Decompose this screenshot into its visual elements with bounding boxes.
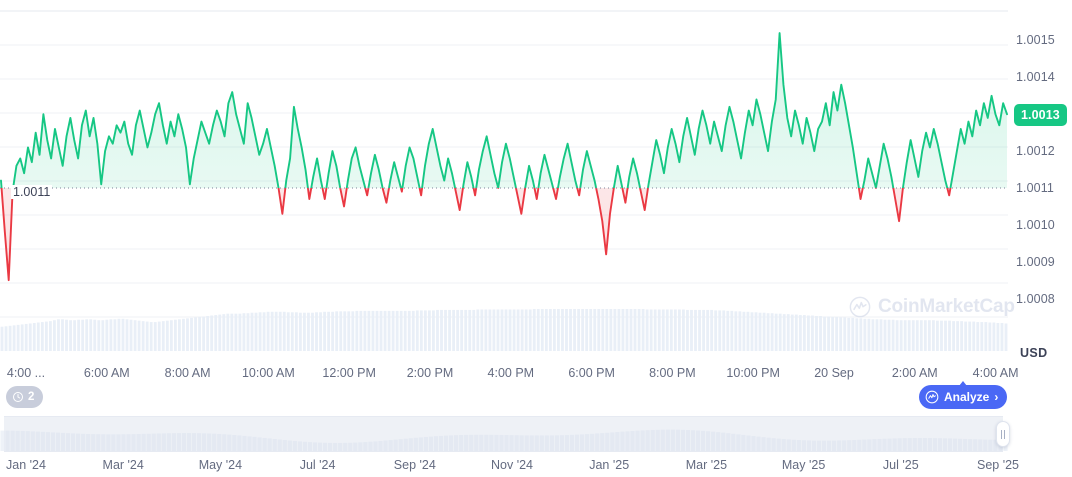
navigator-tick-label: Jan '25 xyxy=(589,458,630,472)
navigator-selected-range[interactable] xyxy=(4,416,1003,452)
handle-grip-line xyxy=(1001,429,1002,439)
navigator-right-handle[interactable] xyxy=(996,421,1010,447)
navigator-tick-label: Mar '24 xyxy=(102,458,144,472)
x-axis-tick-label: 4:00 AM xyxy=(972,366,1019,380)
x-axis-tick-label: 4:00 ... xyxy=(6,366,46,380)
y-axis-tick-label: 1.0008 xyxy=(1016,291,1055,306)
navigator-tick-label: Nov '24 xyxy=(491,458,533,472)
range-navigator[interactable] xyxy=(0,414,1010,454)
navigator-tick-label: Sep '24 xyxy=(393,458,436,472)
price-area-above-baseline xyxy=(0,32,1008,188)
volume-bars xyxy=(0,309,1008,351)
y-axis: USD 1.0015 1.0014 1.0013 1.0012 1.0011 1.0010… xyxy=(1008,0,1072,360)
navigator-tick-label: May '24 xyxy=(198,458,243,472)
navigator-tick-label: Sep '25 xyxy=(976,458,1020,472)
navigator-tick-label: Jul '25 xyxy=(882,458,919,472)
x-axis-tick-label: 2:00 PM xyxy=(406,366,454,380)
y-axis-tick-label: 1.0010 xyxy=(1016,217,1055,232)
chevron-right-icon: › xyxy=(994,390,999,404)
history-events-count: 2 xyxy=(28,391,35,403)
analyze-button[interactable]: Analyze › xyxy=(919,381,1008,409)
baseline-price-label: 1.0011 xyxy=(11,185,53,199)
x-axis-tick-label: 10:00 AM xyxy=(241,366,295,380)
y-axis-tick-label: 1.0014 xyxy=(1016,70,1055,85)
y-axis-tick-label: 1.0015 xyxy=(1016,33,1055,48)
x-axis-tick-label: 2:00 AM xyxy=(891,366,938,380)
price-chart-plot-area[interactable]: 1.0011 CoinMarketCap xyxy=(0,0,1015,360)
navigator-tick-label: Jan '24 xyxy=(6,458,46,472)
y-axis-currency-label: USD xyxy=(1020,346,1048,360)
history-events-badge[interactable]: 2 xyxy=(6,386,44,408)
x-axis-tick-label: 20 Sep xyxy=(814,366,854,380)
navigator-tick-label: May '25 xyxy=(781,458,826,472)
x-axis-tick-label: 6:00 AM xyxy=(83,366,130,380)
x-axis-tick-label: 4:00 PM xyxy=(487,366,535,380)
navigator-tick-label: Mar '25 xyxy=(685,458,728,472)
analyze-pointer xyxy=(959,381,968,386)
x-axis-tick-label: 10:00 PM xyxy=(726,366,780,380)
x-axis-tick-label: 8:00 AM xyxy=(164,366,211,380)
clock-icon xyxy=(13,392,23,402)
navigator-mini-bars xyxy=(0,429,1008,451)
x-axis-tick-label: 8:00 PM xyxy=(649,366,696,380)
navigator-series xyxy=(0,429,1008,451)
price-line-series xyxy=(0,10,1008,351)
x-axis-tick-label: 6:00 PM xyxy=(568,366,615,380)
y-axis-tick-label: 1.0012 xyxy=(1016,144,1055,159)
cmc-logo-icon xyxy=(925,390,939,404)
handle-grip-line xyxy=(1004,429,1005,439)
x-axis-tick-label: 12:00 PM xyxy=(322,366,376,380)
analyze-button-label: Analyze xyxy=(944,390,990,404)
current-price-badge: 1.0013 xyxy=(1014,104,1067,127)
x-axis: 4:00 ... 6:00 AM 8:00 AM 10:00 AM 12:00 PM 2:… xyxy=(0,360,1019,384)
navigator-x-axis: Jan '24 Mar '24 May '24 Jul '24 Sep '24 Nov '… xyxy=(0,455,1019,477)
y-axis-tick-label: 1.0011 xyxy=(1016,180,1054,195)
y-axis-tick-label: 1.0009 xyxy=(1016,254,1055,269)
navigator-tick-label: Jul '24 xyxy=(299,458,336,472)
